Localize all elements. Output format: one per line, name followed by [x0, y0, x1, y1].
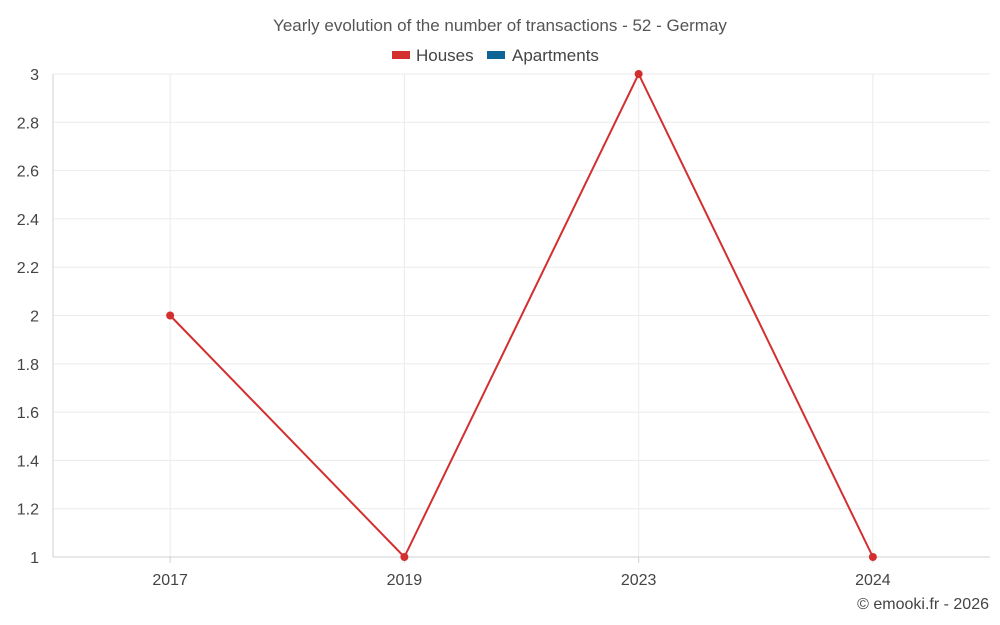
y-tick-label: 1.2	[17, 502, 39, 519]
x-tick-label: 2023	[621, 572, 657, 589]
x-tick-label: 2017	[152, 572, 188, 589]
axes	[52, 74, 990, 563]
legend-item-houses[interactable]: Houses	[392, 46, 474, 65]
data-point-houses-2024[interactable]	[868, 553, 877, 561]
data-point-houses-2023[interactable]	[634, 70, 643, 78]
legend-label-houses: Houses	[416, 46, 474, 65]
y-tick-label: 1.4	[17, 453, 39, 470]
legend-label-apartments: Apartments	[512, 46, 599, 65]
data-point-houses-2017[interactable]	[166, 311, 175, 320]
x-tick-label: 2019	[387, 572, 423, 589]
y-tick-label: 2.6	[17, 164, 39, 181]
y-tick-label: 2.4	[17, 212, 39, 229]
data-point-houses-2019[interactable]	[400, 553, 409, 561]
legend-swatch-houses	[392, 51, 410, 59]
legend: Houses Apartments	[392, 46, 599, 65]
legend-item-apartments[interactable]: Apartments	[487, 46, 599, 65]
credit-text: © emooki.fr - 2026	[857, 596, 989, 613]
series-line-houses	[169, 73, 874, 558]
y-tick-label: 2.2	[17, 260, 39, 277]
y-axis-ticks: 3 2.8 2.6 2.4 2.2 2 1.8 1.6 1.4 1.2 1	[17, 67, 39, 567]
x-tick-label: 2024	[855, 572, 891, 589]
y-tick-label: 1.6	[17, 405, 39, 422]
legend-swatch-apartments	[487, 51, 505, 59]
x-axis-ticks: 2017 2019 2023 2024	[152, 572, 890, 589]
y-tick-label: 2	[30, 309, 39, 326]
y-tick-label: 3	[30, 67, 39, 84]
y-tick-label: 2.8	[17, 115, 39, 132]
chart-title: Yearly evolution of the number of transa…	[273, 16, 727, 35]
y-tick-label: 1	[30, 550, 39, 567]
series	[166, 70, 877, 561]
y-tick-label: 1.8	[17, 357, 39, 374]
